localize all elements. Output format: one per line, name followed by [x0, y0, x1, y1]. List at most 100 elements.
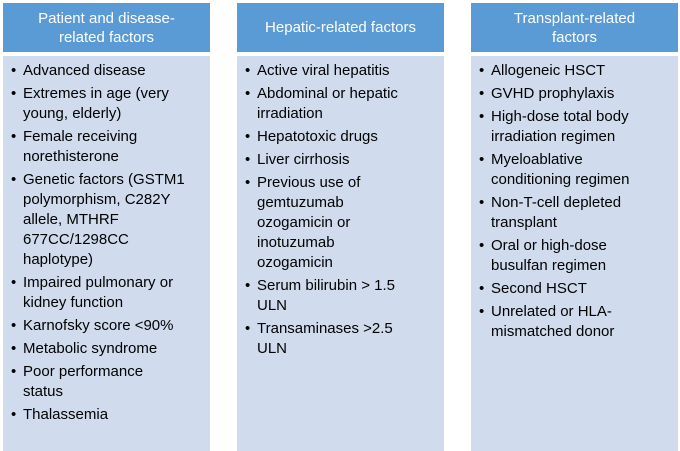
list-item: • Metabolic syndrome — [3, 339, 210, 359]
list-item: • Advanced disease — [3, 61, 210, 81]
list-item-text: kidney function — [23, 294, 124, 311]
column-patient-disease-factors: Patient and disease- related factors • Ad… — [3, 0, 210, 451]
list-item-text: Myeloablative — [491, 151, 583, 168]
bullet-icon: • — [479, 108, 485, 125]
list-item-text: Hepatotoxic drugs — [257, 128, 378, 145]
list-item: • Oral or high-dose busulfan regimen — [471, 236, 678, 276]
list-item-text: irradiation — [257, 105, 323, 122]
header-line: related factors — [58, 28, 155, 46]
column-body: • Advanced disease • Extremes in age (very y… — [3, 56, 210, 451]
bullet-icon: • — [245, 320, 251, 337]
list-item: • Impaired pulmonary or kidney function — [3, 273, 210, 313]
list-item: • Abdominal or hepatic irradiation — [237, 84, 444, 124]
bullet-icon: • — [11, 128, 17, 145]
bullet-icon: • — [479, 151, 485, 168]
list-item-text: Impaired pulmonary or — [23, 274, 174, 291]
header-line: Transplant-related — [513, 9, 636, 27]
list-item-text: haplotype) — [23, 251, 94, 268]
list-item-text: Female receiving — [23, 128, 138, 145]
list-item-text: Active viral hepatitis — [257, 62, 390, 79]
list-item-text: Abdominal or hepatic — [257, 85, 398, 102]
list-item-text: Non-T-cell depleted — [491, 194, 622, 211]
list-item-text: Previous use of — [257, 174, 361, 191]
list-item-text: Serum bilirubin > 1.5 — [257, 277, 395, 294]
bullet-icon: • — [245, 128, 251, 145]
bullet-icon: • — [11, 171, 17, 188]
list-item-text: transplant — [491, 214, 557, 231]
bullet-icon: • — [245, 62, 251, 79]
column-body: • Active viral hepatitis • Abdominal or hep… — [237, 56, 444, 451]
column-transplant-factors: Transplant-related factors • Allogeneic H… — [471, 0, 678, 451]
bullet-icon: • — [479, 303, 485, 320]
list-item-text: polymorphism, C282Y — [23, 191, 171, 208]
list-item-text: busulfan regimen — [491, 257, 607, 274]
bullet-icon: • — [11, 85, 17, 102]
bullet-icon: • — [479, 85, 485, 102]
list-item-text: Genetic factors (GSTM1 — [23, 171, 185, 188]
factor-list: • Active viral hepatitis • Abdominal or hep… — [237, 56, 444, 359]
list-item-text: norethisterone — [23, 148, 119, 165]
column-header: Patient and disease- related factors — [3, 3, 210, 52]
list-item-text: Metabolic syndrome — [23, 340, 158, 357]
list-item-text: Liver cirrhosis — [257, 151, 350, 168]
header-line: factors — [551, 28, 597, 46]
list-item: • Poor performance status — [3, 362, 210, 402]
list-item-text: GVHD prophylaxis — [491, 85, 615, 102]
column-header: Transplant-related factors — [471, 3, 678, 52]
list-item: • Previous use of gemtuzumab ozogamicin or i… — [237, 173, 444, 273]
list-item: • Non-T-cell depleted transplant — [471, 193, 678, 233]
bullet-icon: • — [479, 280, 485, 297]
list-item: • Hepatotoxic drugs — [237, 127, 444, 147]
column-body: • Allogeneic HSCT • GVHD prophylaxis • High-d… — [471, 56, 678, 451]
list-item-text: status — [23, 383, 64, 400]
factor-list: • Allogeneic HSCT • GVHD prophylaxis • High-d… — [471, 56, 678, 342]
list-item-text: inotuzumab — [257, 234, 335, 251]
list-item: • Karnofsky score <90% — [3, 316, 210, 336]
bullet-icon: • — [11, 62, 17, 79]
bullet-icon: • — [11, 406, 17, 423]
bullet-icon: • — [11, 340, 17, 357]
bullet-icon: • — [479, 194, 485, 211]
list-item-text: Unrelated or HLA- — [491, 303, 612, 320]
bullet-icon: • — [11, 274, 17, 291]
list-item: • Allogeneic HSCT — [471, 61, 678, 81]
bullet-icon: • — [245, 85, 251, 102]
list-item-text: Advanced disease — [23, 62, 146, 79]
list-item: • Transaminases >2.5 ULN — [237, 319, 444, 359]
list-item: • Genetic factors (GSTM1 polymorphism, C28… — [3, 170, 210, 270]
bullet-icon: • — [245, 277, 251, 294]
header-line: Patient and disease- — [38, 9, 175, 27]
list-item: • Liver cirrhosis — [237, 150, 444, 170]
list-item: • Active viral hepatitis — [237, 61, 444, 81]
list-item: • Second HSCT — [471, 279, 678, 299]
list-item-text: ULN — [257, 340, 288, 357]
column-hepatic-factors: Hepatic-related factors • Active viral he… — [237, 0, 444, 451]
list-item: • Unrelated or HLA-mismatched donor — [471, 302, 678, 342]
list-item: • Myeloablative conditioning regimen — [471, 150, 678, 190]
list-item: • GVHD prophylaxis — [471, 84, 678, 104]
list-item-text: Allogeneic HSCT — [491, 62, 606, 79]
list-item-text: High-dose total body — [491, 108, 629, 125]
list-item-text: Transaminases >2.5 — [257, 320, 393, 337]
list-item: • Extremes in age (very young, elderly) — [3, 84, 210, 124]
list-item-text: Oral or high-dose — [491, 237, 607, 254]
list-item-text: ozogamicin or — [257, 214, 351, 231]
list-item-text: mismatched donor — [491, 323, 615, 340]
list-item-text: Second HSCT — [491, 280, 587, 297]
list-item-text: Poor performance — [23, 363, 144, 380]
list-item-text: Thalassemia — [23, 406, 109, 423]
list-item-text: Extremes in age (very — [23, 85, 169, 102]
bullet-icon: • — [245, 151, 251, 168]
bullet-icon: • — [245, 174, 251, 191]
list-item-text: 677CC/1298CC — [23, 231, 129, 248]
header-line: Hepatic-related factors — [265, 19, 416, 36]
bullet-icon: • — [479, 237, 485, 254]
list-item: • Female receiving norethisterone — [3, 127, 210, 167]
list-item: • Thalassemia — [3, 405, 210, 425]
bullet-icon: • — [479, 62, 485, 79]
list-item: • High-dose total body irradiation regimen — [471, 107, 678, 147]
list-item: • Serum bilirubin > 1.5 ULN — [237, 276, 444, 316]
list-item-text: allele, MTHRF — [23, 211, 119, 228]
list-item-text: Karnofsky score <90% — [23, 317, 174, 334]
bullet-icon: • — [11, 363, 17, 380]
